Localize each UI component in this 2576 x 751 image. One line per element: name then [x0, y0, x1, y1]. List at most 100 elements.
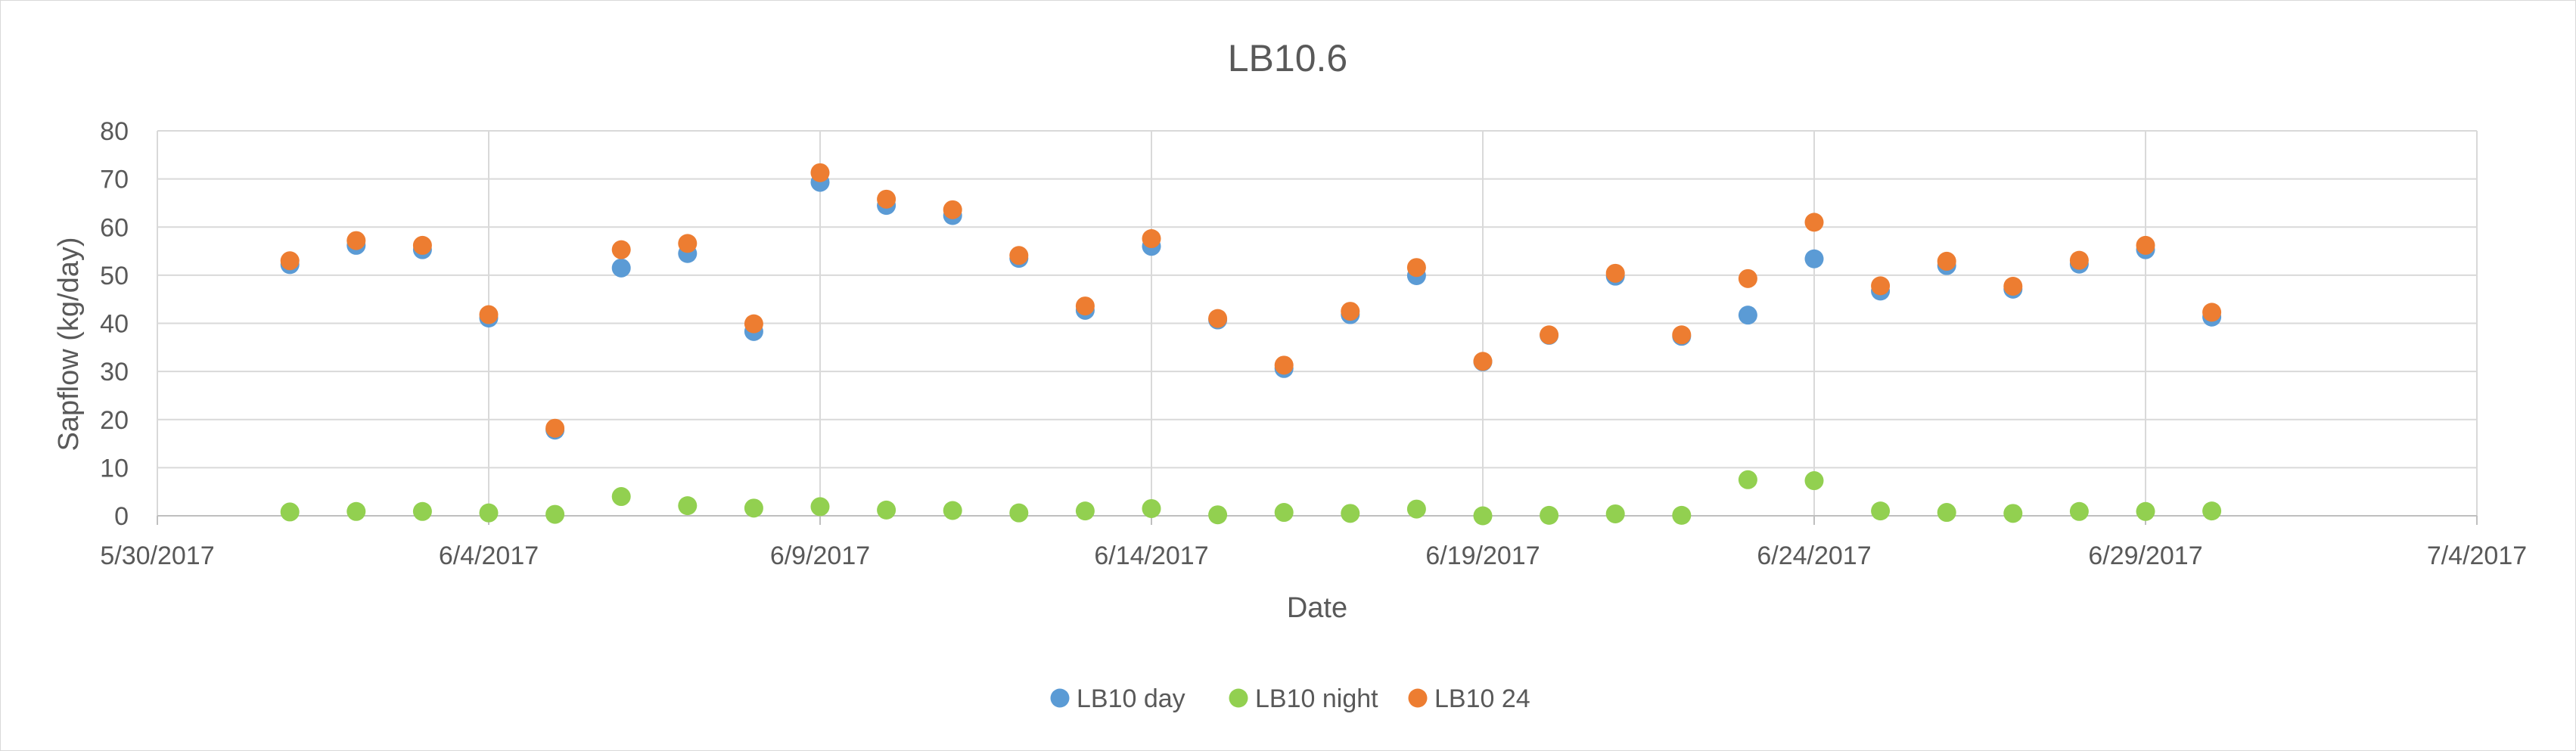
data-point [280, 502, 300, 522]
data-points [280, 163, 2222, 526]
legend-item: LB10 day [1050, 684, 1185, 713]
legend-marker [1229, 688, 1248, 708]
y-tick-label: 50 [100, 262, 129, 290]
y-tick-label: 30 [100, 358, 129, 386]
data-point [1540, 505, 1559, 525]
data-point [1672, 325, 1692, 345]
y-tick-label: 40 [100, 310, 129, 339]
data-point [1605, 504, 1625, 523]
data-point [611, 240, 631, 259]
data-point [810, 163, 830, 182]
data-point [877, 500, 896, 520]
data-point [2069, 501, 2089, 521]
data-point [346, 231, 366, 250]
data-point [1473, 506, 1493, 526]
data-point [744, 498, 763, 518]
legend-item: LB10 24 [1408, 684, 1530, 713]
data-point [280, 251, 300, 271]
y-tick-label: 80 [100, 117, 129, 146]
data-point [744, 314, 763, 334]
data-point [1406, 499, 1426, 519]
data-point [545, 418, 565, 438]
data-point [678, 234, 698, 253]
data-point [1341, 302, 1360, 321]
x-tick-label: 6/19/2017 [1425, 542, 1540, 570]
y-tick-label: 0 [114, 502, 129, 531]
x-tick-label: 6/4/2017 [439, 542, 539, 570]
data-point [1208, 505, 1228, 525]
data-point [1274, 503, 1294, 523]
series-1 [280, 470, 2222, 526]
data-point [1871, 501, 1891, 521]
data-point [1208, 309, 1228, 328]
data-point [1738, 306, 1757, 325]
data-point [1075, 501, 1095, 521]
data-point [1672, 505, 1692, 525]
legend-marker [1408, 688, 1428, 708]
data-point [2202, 501, 2222, 521]
data-point [1605, 263, 1625, 283]
data-point [2136, 501, 2155, 521]
data-point [1009, 246, 1029, 265]
data-point [2136, 235, 2155, 255]
legend-label: LB10 day [1077, 684, 1185, 713]
data-point [943, 200, 962, 219]
series-2 [280, 163, 2222, 438]
chart-title: LB10.6 [1228, 37, 1347, 79]
data-point [611, 487, 631, 507]
legend-marker [1050, 688, 1070, 708]
series-0 [280, 172, 2222, 440]
y-tick-label: 10 [100, 454, 129, 483]
legend-label: LB10 night [1255, 684, 1378, 713]
legend-item: LB10 night [1229, 684, 1378, 713]
data-point [1142, 229, 1161, 249]
data-point [678, 496, 698, 516]
data-point [346, 501, 366, 521]
data-point [1341, 504, 1360, 523]
data-point [1142, 498, 1161, 518]
y-tick-label: 60 [100, 213, 129, 242]
x-tick-label: 6/14/2017 [1094, 542, 1208, 570]
data-point [479, 503, 499, 523]
x-tick-label: 6/9/2017 [770, 542, 870, 570]
data-point [1738, 268, 1757, 288]
data-point [1009, 503, 1029, 523]
data-point [1937, 503, 1956, 523]
data-point [1473, 352, 1493, 371]
data-point [1804, 213, 1824, 232]
x-tick-label: 6/29/2017 [2088, 542, 2202, 570]
data-point [943, 501, 962, 520]
data-point [1804, 249, 1824, 268]
x-tick-label: 7/4/2017 [2427, 542, 2527, 570]
axes: 0 10 20 30 40 50 60 70 80 5/30/2017 6/4/2017 6/9/20… [100, 117, 2527, 570]
data-point [2003, 504, 2023, 523]
data-point [2069, 250, 2089, 270]
x-tick-label: 5/30/2017 [100, 542, 214, 570]
y-tick-label: 20 [100, 406, 129, 435]
data-point [545, 504, 565, 524]
data-point [2003, 277, 2023, 296]
data-point [1871, 276, 1891, 296]
gridlines [157, 130, 2478, 516]
data-point [1075, 296, 1095, 316]
data-point [2202, 303, 2222, 322]
data-point [412, 235, 432, 255]
data-point [611, 258, 631, 278]
legend-label: LB10 24 [1434, 684, 1530, 713]
data-point [479, 305, 499, 324]
data-point [877, 189, 896, 209]
data-point [412, 501, 432, 521]
data-point [1274, 355, 1294, 375]
y-axis-title: Sapflow (kg/day) [53, 237, 85, 451]
y-tick-label: 70 [100, 166, 129, 194]
x-tick-label: 6/24/2017 [1757, 542, 1871, 570]
data-point [1937, 251, 1956, 271]
data-point [810, 497, 830, 517]
data-point [1406, 258, 1426, 278]
data-point [1804, 471, 1824, 491]
legend: LB10 day LB10 night LB10 24 [1050, 684, 1530, 713]
data-point [1738, 470, 1757, 489]
data-point [1540, 325, 1559, 345]
